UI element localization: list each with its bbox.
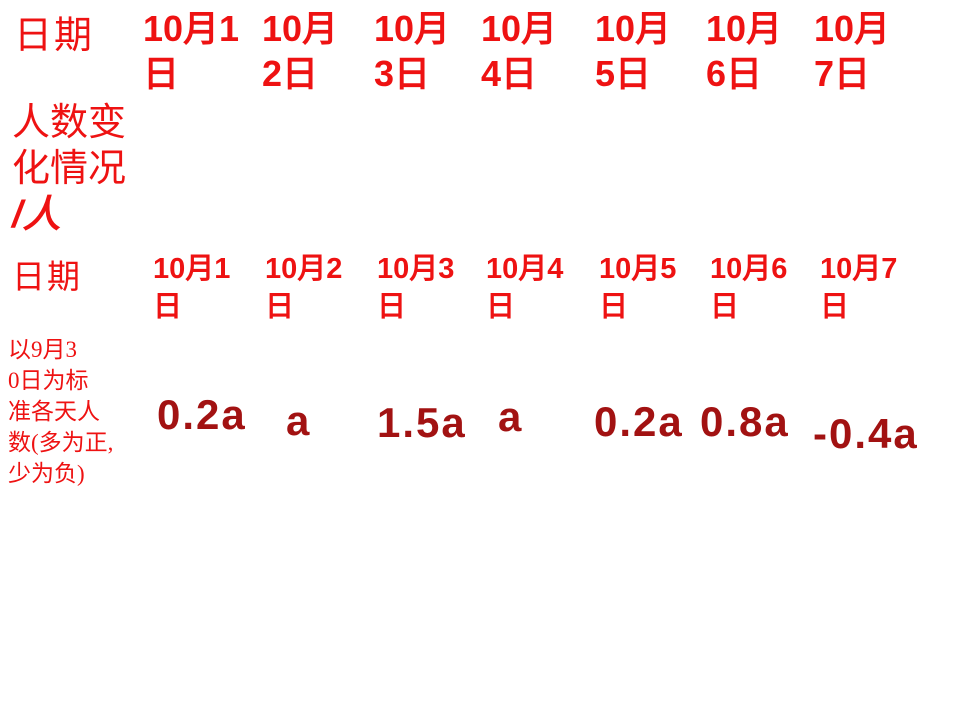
date-line-2: 日 bbox=[153, 291, 183, 323]
bottom-date-cell-oct5: 10月5 日 bbox=[599, 250, 707, 326]
bottom-date-cell-oct3: 10月3 日 bbox=[377, 250, 485, 326]
baseline-description-row-label: 以9月3 0日为标 准各天人 数(多为正, 少为负) bbox=[8, 334, 113, 489]
date-line-2: 日 bbox=[710, 291, 740, 323]
label-line: 少为负) bbox=[8, 461, 85, 486]
date-line-1: 10月7 bbox=[820, 253, 898, 285]
date-line-2: 4日 bbox=[481, 53, 538, 94]
bottom-date-cell-oct6: 10月6 日 bbox=[710, 250, 818, 326]
top-date-cell-oct5: 10月 5日 bbox=[595, 6, 713, 96]
date-line-1: 10月1 bbox=[143, 8, 240, 49]
date-line-1: 10月 bbox=[814, 8, 891, 49]
top-date-cell-oct2: 10月 2日 bbox=[262, 6, 380, 96]
bottom-date-cell-oct2: 10月2 日 bbox=[265, 250, 373, 326]
label-line: 以9月3 bbox=[8, 337, 77, 362]
label-line: 化情况 bbox=[12, 148, 127, 190]
label-line: 0日为标 bbox=[8, 368, 89, 393]
date-line-1: 10月 bbox=[706, 8, 783, 49]
date-line-2: 日 bbox=[265, 291, 295, 323]
date-line-2: 日 bbox=[486, 291, 516, 323]
top-date-cell-oct7: 10月 7日 bbox=[814, 6, 932, 96]
date-line-1: 10月6 bbox=[710, 253, 788, 285]
date-line-1: 10月1 bbox=[153, 253, 231, 285]
value-oct7: -0.4a bbox=[813, 410, 919, 457]
date-line-1: 10月4 bbox=[486, 253, 564, 285]
value-oct4: a bbox=[498, 393, 524, 440]
top-date-cell-oct3: 10月 3日 bbox=[374, 6, 492, 96]
label-line: 准各天人 bbox=[8, 399, 100, 424]
people-change-row-label: 人数变 化情况 /人 bbox=[12, 100, 126, 238]
top-date-cell-oct4: 10月 4日 bbox=[481, 6, 599, 96]
value-oct5: 0.2a bbox=[594, 398, 684, 445]
bottom-date-cell-oct4: 10月4 日 bbox=[486, 250, 594, 326]
bottom-date-cell-oct7: 10月7 日 bbox=[820, 250, 928, 326]
bottom-table-date-row-label: 日期 bbox=[12, 260, 82, 296]
date-line-1: 10月 bbox=[481, 8, 558, 49]
date-line-1: 10月5 bbox=[599, 253, 677, 285]
date-line-1: 10月3 bbox=[377, 253, 455, 285]
date-line-1: 10月 bbox=[262, 8, 339, 49]
date-line-2: 3日 bbox=[374, 53, 431, 94]
top-table-date-row-label: 日期 bbox=[14, 15, 95, 57]
date-line-2: 日 bbox=[143, 53, 180, 94]
top-date-cell-oct6: 10月 6日 bbox=[706, 6, 824, 96]
date-line-2: 日 bbox=[377, 291, 407, 323]
date-line-2: 2日 bbox=[262, 53, 319, 94]
top-date-cell-oct1: 10月1 日 bbox=[143, 6, 261, 96]
date-line-2: 7日 bbox=[814, 53, 871, 94]
date-line-2: 6日 bbox=[706, 53, 763, 94]
label-line: 人数变 bbox=[12, 102, 127, 144]
label-line-per-person: /人 bbox=[12, 194, 61, 236]
date-line-2: 日 bbox=[599, 291, 629, 323]
date-line-2: 日 bbox=[820, 291, 850, 323]
value-oct2: a bbox=[286, 397, 312, 444]
value-oct3: 1.5a bbox=[377, 399, 467, 446]
date-line-1: 10月 bbox=[374, 8, 451, 49]
date-line-1: 10月 bbox=[595, 8, 672, 49]
date-line-1: 10月2 bbox=[265, 253, 343, 285]
value-oct6: 0.8a bbox=[700, 398, 790, 445]
value-oct1: 0.2a bbox=[157, 391, 247, 438]
date-line-2: 5日 bbox=[595, 53, 652, 94]
label-line: 数(多为正, bbox=[8, 430, 114, 455]
bottom-date-cell-oct1: 10月1 日 bbox=[153, 250, 261, 326]
